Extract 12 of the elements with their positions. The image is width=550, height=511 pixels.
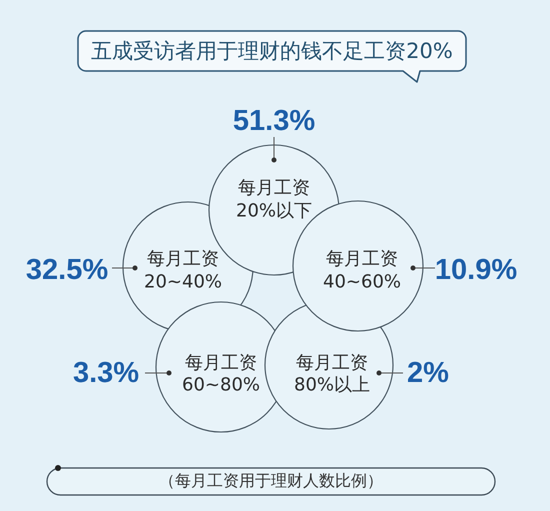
data-label: 32.5% [26,254,108,286]
data-label: 2% [407,357,450,389]
category-label: 每月工资 60~80% [182,352,260,396]
data-label: 3.3% [72,357,140,389]
category-label: 每月工资 40~60% [323,248,401,293]
data-label: 10.9% [434,254,518,286]
category-label: 每月工资 80%以上 [294,352,370,396]
category-label: 每月工资 20%以下 [236,178,312,222]
text: 五成受访者用于理财的钱不足工资20% [91,38,453,65]
category-label: 每月工资 20~40% [144,248,222,293]
text: （每月工资用于理财人数比例） [159,471,383,492]
data-label: 51.3% [232,105,316,137]
